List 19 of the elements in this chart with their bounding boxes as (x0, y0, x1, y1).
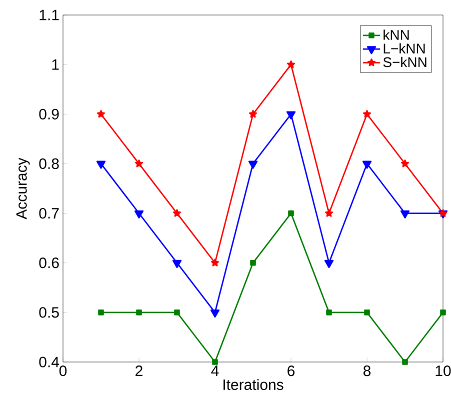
y-tick-label: 0.6 (39, 258, 59, 268)
y-tick-label: 0.8 (39, 158, 59, 170)
x-tick-label: 4 (211, 366, 219, 376)
y-axis-title: Accuracy (16, 158, 30, 220)
y-tick-label: 1.1 (40, 10, 59, 20)
y-tick-label: 0.7 (39, 208, 59, 219)
x-tick-label: 2 (136, 366, 142, 376)
x-tick-label: 10 (436, 366, 451, 376)
x-tick-label: 6 (288, 366, 295, 376)
x-tick-label: 8 (363, 366, 371, 376)
legend-label: L−kNN (384, 43, 425, 54)
legend-label: S−kNN (383, 56, 426, 68)
y-tick-label: 0.5 (39, 307, 59, 318)
x-tick-label: 0 (59, 366, 67, 376)
y-tick-label: 0.9 (39, 108, 59, 120)
legend-label: kNN (384, 30, 409, 40)
x-axis-title: Iterations (224, 378, 284, 390)
y-tick-label: 1 (52, 59, 59, 70)
y-tick-label: 0.4 (39, 356, 60, 368)
